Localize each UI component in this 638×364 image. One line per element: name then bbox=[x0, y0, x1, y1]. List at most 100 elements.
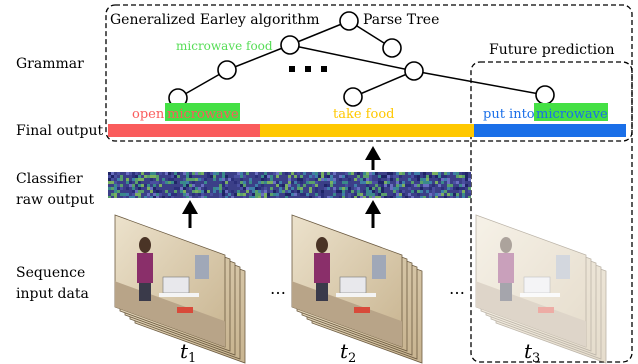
noise-cell bbox=[135, 181, 138, 184]
noise-cell bbox=[285, 196, 288, 198]
noise-cell bbox=[198, 187, 201, 190]
noise-cell bbox=[174, 193, 177, 196]
sequence-ellipsis: … bbox=[270, 279, 286, 298]
noise-cell bbox=[363, 196, 366, 198]
noise-cell bbox=[270, 181, 273, 184]
parse-tree-title: Parse Tree bbox=[363, 12, 439, 28]
noise-cell bbox=[117, 190, 120, 193]
noise-cell bbox=[261, 181, 264, 184]
noise-cell bbox=[138, 181, 141, 184]
noise-cell bbox=[144, 184, 147, 187]
noise-cell bbox=[450, 193, 453, 196]
frame-person-head bbox=[139, 237, 151, 253]
noise-cell bbox=[240, 172, 243, 175]
noise-cell bbox=[354, 178, 357, 181]
noise-cell bbox=[390, 178, 393, 181]
noise-cell bbox=[288, 181, 291, 184]
noise-cell bbox=[396, 187, 399, 190]
noise-cell bbox=[465, 178, 468, 181]
noise-cell bbox=[339, 190, 342, 193]
noise-cell bbox=[108, 172, 111, 175]
frame-stack-t3 bbox=[475, 214, 607, 364]
noise-cell bbox=[198, 172, 201, 175]
noise-cell bbox=[135, 193, 138, 196]
noise-cell bbox=[387, 184, 390, 187]
noise-cell bbox=[255, 172, 258, 175]
noise-cell bbox=[396, 184, 399, 187]
noise-cell bbox=[453, 193, 456, 196]
noise-cell bbox=[309, 196, 312, 198]
noise-cell bbox=[399, 172, 402, 175]
noise-cell bbox=[435, 196, 438, 198]
noise-cell bbox=[165, 172, 168, 175]
noise-cell bbox=[255, 175, 258, 178]
noise-cell bbox=[225, 190, 228, 193]
noise-cell bbox=[177, 187, 180, 190]
noise-cell bbox=[303, 193, 306, 196]
row-label-sequence: Sequence bbox=[16, 265, 85, 281]
noise-cell bbox=[147, 184, 150, 187]
noise-cell bbox=[417, 193, 420, 196]
noise-cell bbox=[123, 196, 126, 198]
noise-cell bbox=[384, 193, 387, 196]
noise-cell bbox=[300, 193, 303, 196]
tree-node bbox=[280, 35, 300, 55]
noise-cell bbox=[441, 190, 444, 193]
noise-cell bbox=[288, 184, 291, 187]
noise-cell bbox=[243, 181, 246, 184]
noise-cell bbox=[411, 175, 414, 178]
noise-cell bbox=[135, 178, 138, 181]
noise-cell bbox=[393, 190, 396, 193]
noise-cell bbox=[240, 178, 243, 181]
frame-microwave bbox=[523, 276, 551, 294]
noise-cell bbox=[183, 181, 186, 184]
tree-node bbox=[343, 87, 363, 107]
noise-cell bbox=[294, 175, 297, 178]
noise-cell bbox=[150, 172, 153, 175]
noise-cell bbox=[279, 190, 282, 193]
noise-cell bbox=[441, 193, 444, 196]
noise-cell bbox=[462, 193, 465, 196]
noise-cell bbox=[159, 193, 162, 196]
noise-cell bbox=[129, 181, 132, 184]
noise-cell bbox=[255, 184, 258, 187]
noise-cell bbox=[426, 181, 429, 184]
noise-cell bbox=[426, 184, 429, 187]
noise-cell bbox=[207, 175, 210, 178]
video-frame bbox=[475, 214, 587, 348]
noise-cell bbox=[345, 175, 348, 178]
noise-cell bbox=[261, 196, 264, 198]
noise-cell bbox=[138, 175, 141, 178]
noise-cell bbox=[213, 187, 216, 190]
noise-cell bbox=[447, 187, 450, 190]
noise-cell bbox=[201, 193, 204, 196]
noise-cell bbox=[117, 172, 120, 175]
noise-cell bbox=[237, 184, 240, 187]
noise-cell bbox=[345, 187, 348, 190]
noise-cell bbox=[351, 196, 354, 198]
noise-cell bbox=[126, 181, 129, 184]
noise-cell bbox=[195, 178, 198, 181]
noise-cell bbox=[366, 193, 369, 196]
noise-cell bbox=[387, 175, 390, 178]
noise-cell bbox=[189, 184, 192, 187]
noise-cell bbox=[195, 187, 198, 190]
noise-cell bbox=[297, 184, 300, 187]
noise-cell bbox=[369, 172, 372, 175]
noise-cell bbox=[186, 193, 189, 196]
segment-1-highlight bbox=[165, 103, 240, 121]
time-label-t3: t3 bbox=[524, 339, 540, 364]
noise-cell bbox=[132, 178, 135, 181]
noise-cell bbox=[429, 175, 432, 178]
arrow-up bbox=[365, 200, 381, 228]
noise-cell bbox=[243, 193, 246, 196]
noise-cell bbox=[150, 190, 153, 193]
noise-cell bbox=[396, 178, 399, 181]
noise-cell bbox=[129, 184, 132, 187]
noise-cell bbox=[252, 190, 255, 193]
noise-cell bbox=[411, 196, 414, 198]
noise-cell bbox=[195, 190, 198, 193]
noise-cell bbox=[171, 193, 174, 196]
noise-cell bbox=[222, 184, 225, 187]
noise-cell bbox=[108, 187, 111, 190]
